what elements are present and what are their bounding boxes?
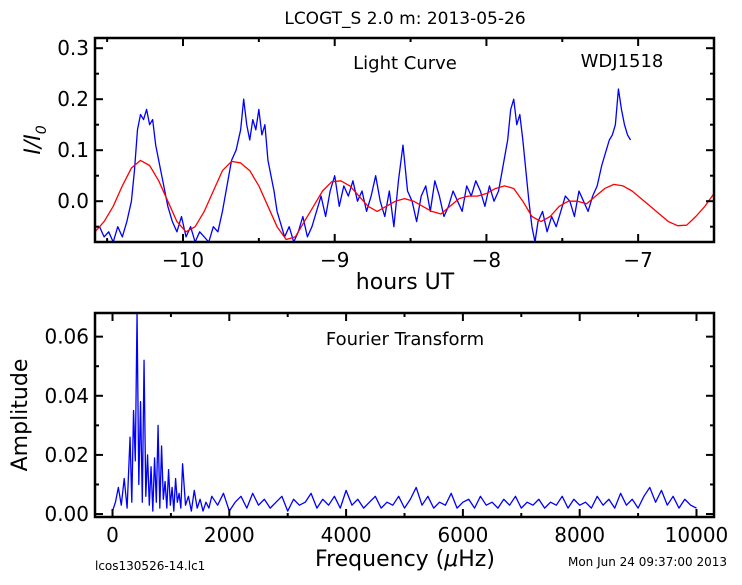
xlabel-unit: Hz) bbox=[458, 547, 495, 572]
xlabel-main: Frequency ( bbox=[315, 547, 444, 572]
fourier-transform-xtick-label: 4000 bbox=[321, 523, 372, 547]
fourier-transform-xtick-label: 2000 bbox=[204, 523, 255, 547]
light-curve-xtick-label: −7 bbox=[623, 248, 652, 272]
light-curve-series-1 bbox=[95, 159, 714, 241]
light-curve-xtick-label: −8 bbox=[472, 248, 501, 272]
fourier-transform-ytick-label: 0.02 bbox=[44, 443, 89, 467]
light-curve-panel: −10 −9 −8 −7 0.0 0.1 0.2 0.3 Light Curve WDJ151… bbox=[21, 36, 716, 295]
light-curve-xtick-label: −9 bbox=[320, 248, 349, 272]
light-curve-xlabel: hours UT bbox=[356, 270, 455, 295]
footer-timestamp: Mon Jun 24 09:37:00 2013 bbox=[568, 555, 727, 569]
light-curve-xtick-label: −10 bbox=[162, 248, 204, 272]
fourier-xlabel: Frequency (μHz) bbox=[315, 547, 495, 572]
ylabel-subscript: 0 bbox=[34, 125, 50, 134]
xlabel-mu: μ bbox=[443, 547, 458, 572]
fourier-transform-series-0 bbox=[111, 313, 697, 512]
fourier-ylabel: Amplitude bbox=[8, 359, 33, 472]
fourier-transform-xtick-label: 6000 bbox=[437, 523, 488, 547]
light-curve-ylabel: I/I0 bbox=[21, 125, 50, 154]
light-curve-series-0 bbox=[98, 88, 632, 242]
fourier-transform-xtick-label: 10000 bbox=[665, 523, 729, 547]
figure-title: LCOGT_S 2.0 m: 2013-05-26 bbox=[284, 9, 525, 29]
light-curve-ytick-label: 0.1 bbox=[57, 138, 89, 162]
fourier-transform-xtick-label: 8000 bbox=[554, 523, 605, 547]
fourier-transform-ytick-label: 0.06 bbox=[44, 325, 89, 349]
object-name: WDJ1518 bbox=[581, 51, 664, 72]
fourier-frame bbox=[93, 311, 716, 519]
fourier-title: Fourier Transform bbox=[326, 329, 484, 350]
light-curve-ytick-label: 0.3 bbox=[57, 36, 89, 60]
light-curve-frame bbox=[93, 36, 716, 244]
light-curve-ytick-label: 0.2 bbox=[57, 87, 89, 111]
light-curve-title: Light Curve bbox=[353, 53, 457, 74]
fourier-transform-ytick-label: 0.00 bbox=[44, 502, 89, 526]
light-curve-ytick-label: 0.0 bbox=[57, 189, 89, 213]
ylabel-main: I/I bbox=[21, 134, 46, 154]
fourier-transform-xtick-label: 0 bbox=[106, 523, 119, 547]
fourier-transform-ytick-label: 0.04 bbox=[44, 384, 89, 408]
fourier-panel: 0 2000 4000 6000 8000 10000 0.00 0.02 0.04 0.06 F… bbox=[8, 311, 729, 572]
footer-filename: lcos130526-14.lc1 bbox=[95, 559, 205, 573]
